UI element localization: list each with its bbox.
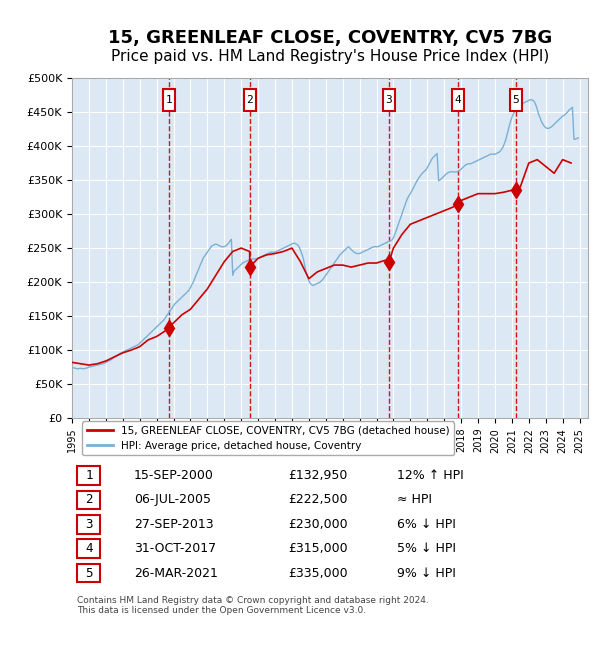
Text: ≈ HPI: ≈ HPI [397, 493, 432, 506]
Text: 26-MAR-2021: 26-MAR-2021 [134, 567, 218, 580]
Text: 2: 2 [85, 493, 93, 506]
Text: 15, GREENLEAF CLOSE, COVENTRY, CV5 7BG: 15, GREENLEAF CLOSE, COVENTRY, CV5 7BG [108, 29, 552, 47]
Text: £315,000: £315,000 [289, 542, 349, 555]
Text: Price paid vs. HM Land Registry's House Price Index (HPI): Price paid vs. HM Land Registry's House … [111, 49, 549, 64]
Legend: 15, GREENLEAF CLOSE, COVENTRY, CV5 7BG (detached house), HPI: Average price, det: 15, GREENLEAF CLOSE, COVENTRY, CV5 7BG (… [82, 421, 454, 455]
Text: £222,500: £222,500 [289, 493, 348, 506]
FancyBboxPatch shape [77, 564, 100, 582]
Text: 4: 4 [85, 542, 93, 555]
Text: £230,000: £230,000 [289, 518, 349, 531]
FancyBboxPatch shape [77, 540, 100, 558]
Text: 2: 2 [247, 95, 253, 105]
Text: 12% ↑ HPI: 12% ↑ HPI [397, 469, 464, 482]
FancyBboxPatch shape [244, 89, 256, 111]
Text: 6% ↓ HPI: 6% ↓ HPI [397, 518, 456, 531]
FancyBboxPatch shape [77, 491, 100, 509]
Text: 4: 4 [455, 95, 461, 105]
Text: 5: 5 [85, 567, 93, 580]
Text: 9% ↓ HPI: 9% ↓ HPI [397, 567, 456, 580]
Text: 1: 1 [85, 469, 93, 482]
Text: Contains HM Land Registry data © Crown copyright and database right 2024.
This d: Contains HM Land Registry data © Crown c… [77, 596, 429, 615]
Text: 15-SEP-2000: 15-SEP-2000 [134, 469, 214, 482]
Text: 5: 5 [512, 95, 519, 105]
FancyBboxPatch shape [452, 89, 464, 111]
FancyBboxPatch shape [383, 89, 395, 111]
FancyBboxPatch shape [163, 89, 175, 111]
FancyBboxPatch shape [77, 515, 100, 534]
Text: 06-JUL-2005: 06-JUL-2005 [134, 493, 211, 506]
Text: 31-OCT-2017: 31-OCT-2017 [134, 542, 216, 555]
Text: 1: 1 [165, 95, 172, 105]
Text: 5% ↓ HPI: 5% ↓ HPI [397, 542, 456, 555]
Text: 3: 3 [386, 95, 392, 105]
Text: £335,000: £335,000 [289, 567, 349, 580]
FancyBboxPatch shape [510, 89, 521, 111]
Text: 27-SEP-2013: 27-SEP-2013 [134, 518, 214, 531]
Text: £132,950: £132,950 [289, 469, 348, 482]
FancyBboxPatch shape [77, 466, 100, 485]
Text: 3: 3 [85, 518, 93, 531]
